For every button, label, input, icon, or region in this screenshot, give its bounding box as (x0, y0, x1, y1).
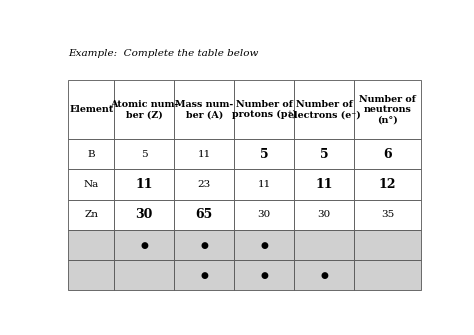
Bar (294, 260, 354, 290)
Bar (354, 260, 421, 290)
Text: ●: ● (201, 271, 208, 280)
Text: 11: 11 (257, 180, 271, 189)
Bar (174, 230, 234, 260)
Bar (234, 230, 294, 260)
Bar (294, 200, 354, 230)
Text: ●: ● (260, 271, 268, 280)
Bar (354, 80, 421, 139)
Bar (114, 139, 174, 169)
Text: 11: 11 (136, 178, 153, 191)
Text: 30: 30 (136, 208, 153, 221)
Bar (174, 139, 234, 169)
Bar (234, 169, 294, 200)
Bar (234, 260, 294, 290)
Bar (174, 80, 234, 139)
Text: 65: 65 (196, 208, 213, 221)
Text: Mass num-
ber (A): Mass num- ber (A) (175, 100, 233, 119)
Bar (174, 200, 234, 230)
Bar (68, 80, 114, 139)
Text: 5: 5 (141, 150, 147, 159)
Text: B: B (88, 150, 95, 159)
Text: 6: 6 (383, 148, 392, 161)
Bar (114, 200, 174, 230)
Bar (234, 80, 294, 139)
Text: 11: 11 (198, 150, 211, 159)
Bar (354, 230, 421, 260)
Text: 5: 5 (320, 148, 328, 161)
Text: Example:  Complete the table below: Example: Complete the table below (68, 49, 259, 58)
Bar (114, 169, 174, 200)
Bar (68, 139, 114, 169)
Bar (68, 260, 114, 290)
Bar (68, 230, 114, 260)
Bar (114, 260, 174, 290)
Bar (354, 139, 421, 169)
Bar (354, 200, 421, 230)
Bar (234, 139, 294, 169)
Bar (174, 260, 234, 290)
Bar (354, 169, 421, 200)
Text: 30: 30 (318, 210, 331, 219)
Bar (294, 80, 354, 139)
Text: 35: 35 (381, 210, 394, 219)
Text: Number of
electrons (e⁻): Number of electrons (e⁻) (288, 100, 361, 119)
Bar (68, 169, 114, 200)
Text: ●: ● (320, 271, 328, 280)
Text: Atomic num-
ber (Z): Atomic num- ber (Z) (110, 100, 178, 119)
Bar (114, 80, 174, 139)
Text: Number of
neutrons
(n°): Number of neutrons (n°) (359, 95, 416, 125)
Text: 23: 23 (198, 180, 211, 189)
Text: 12: 12 (379, 178, 396, 191)
Bar (294, 230, 354, 260)
Text: Na: Na (84, 180, 99, 189)
Text: 30: 30 (257, 210, 271, 219)
Text: 11: 11 (315, 178, 333, 191)
Text: ●: ● (140, 241, 148, 250)
Bar (234, 200, 294, 230)
Bar (294, 139, 354, 169)
Bar (294, 169, 354, 200)
Text: Zn: Zn (84, 210, 99, 219)
Text: ●: ● (201, 241, 208, 250)
Bar (114, 230, 174, 260)
Bar (68, 200, 114, 230)
Text: Number of
protons (p⁺): Number of protons (p⁺) (232, 100, 297, 119)
Text: Element: Element (69, 105, 113, 114)
Text: ●: ● (260, 241, 268, 250)
Text: 5: 5 (260, 148, 268, 161)
Bar (174, 169, 234, 200)
